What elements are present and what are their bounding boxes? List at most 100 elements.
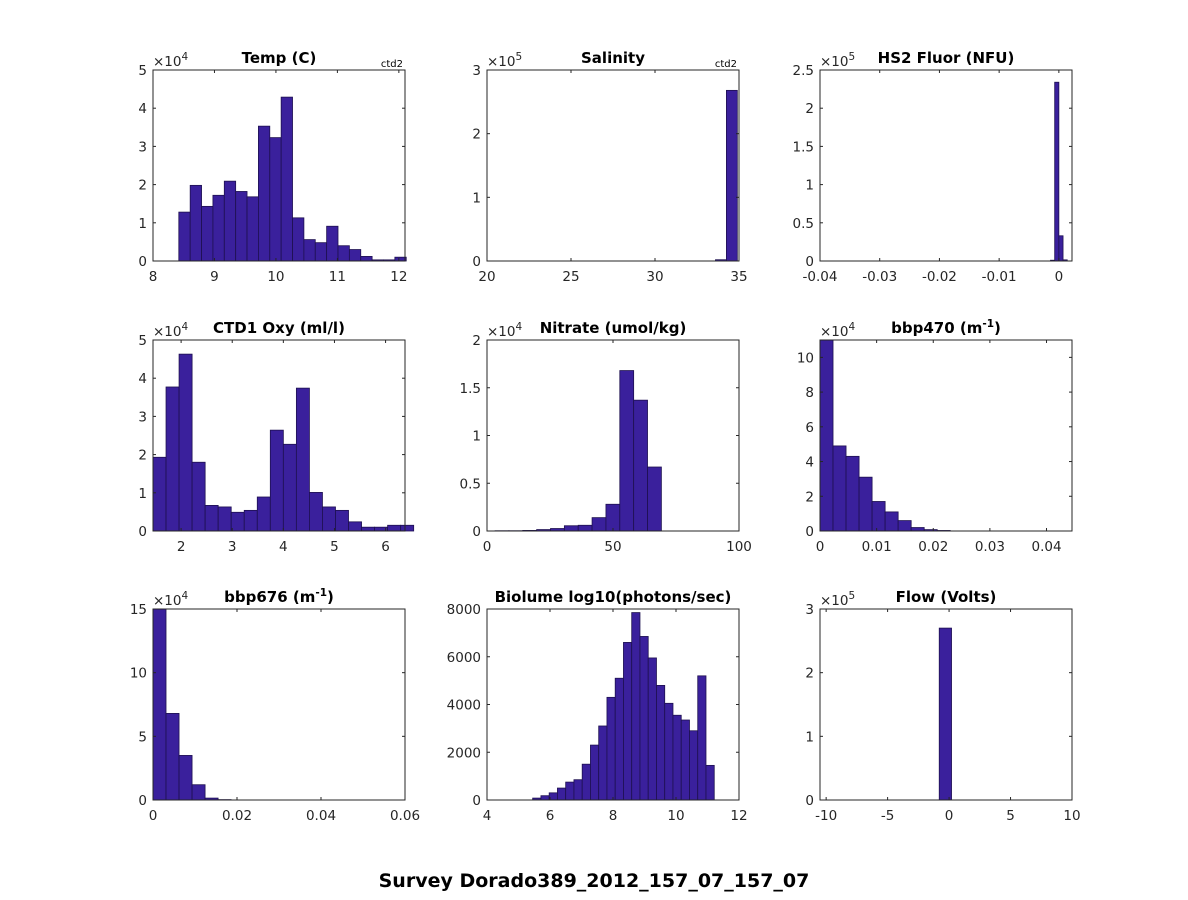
plot-area [487, 340, 739, 531]
histogram-bar [322, 506, 336, 532]
histogram-bar [672, 714, 682, 801]
x-tick-label: 10 [1063, 808, 1080, 824]
plot-area [820, 70, 1072, 261]
histogram-bar [387, 524, 402, 532]
histogram-bar [563, 525, 579, 532]
x-tick-label: 0 [1055, 269, 1064, 285]
y-tick-label: 1 [138, 216, 147, 232]
x-tick-label: -0.03 [862, 269, 897, 285]
x-tick-label: 0.06 [390, 808, 420, 824]
histogram-bar [165, 386, 180, 532]
histogram-bar [269, 137, 282, 262]
histogram-bar [303, 239, 316, 262]
y-tick-label: 1 [472, 190, 481, 206]
histogram-bar [697, 675, 707, 801]
subplot-title: bbp470 (m-1) [891, 318, 1001, 337]
x-tick-label: 4 [279, 539, 288, 555]
histogram-2: 20 25 30 35 0 1 2 3 ×105 Salinity ctd2 [472, 49, 747, 285]
y-tick-label: 0 [805, 793, 814, 809]
x-tick-label: 5 [1006, 808, 1015, 824]
axes-box [819, 69, 1073, 262]
y-tick-label: 2 [805, 666, 814, 682]
subplot-title: Salinity [581, 49, 645, 67]
x-tick-label: 12 [390, 269, 407, 285]
histogram-bar [230, 511, 245, 532]
histogram-bar [243, 509, 258, 532]
x-tick-label: 4 [483, 808, 492, 824]
histogram-bar [1054, 81, 1060, 262]
histogram-bar [623, 642, 633, 801]
histogram-bar [348, 249, 362, 262]
histogram-bar [212, 194, 225, 262]
y-tick-label: 5 [138, 63, 147, 79]
y-tick-label: 6000 [447, 650, 481, 666]
y-tick-label: 10 [797, 350, 814, 366]
histogram-bar [223, 180, 237, 262]
histogram-bar [235, 191, 248, 262]
histogram-bar [335, 509, 349, 532]
y-tick-label: 0 [805, 524, 814, 540]
figure-title: Survey Dorado389_2012_157_07_157_07 [378, 870, 810, 892]
histogram-bar [246, 196, 259, 262]
histogram-bar [605, 503, 621, 532]
y-tick-label: 3 [805, 602, 814, 618]
plot-area [487, 70, 739, 261]
y-tick-label: 2 [805, 101, 814, 117]
x-tick-label: -0.02 [922, 269, 957, 285]
y-exponent-label: ×104 [153, 321, 189, 340]
x-tick-label: 8 [609, 808, 618, 824]
x-tick-label: -5 [881, 808, 894, 824]
x-tick-label: 0.02 [222, 808, 252, 824]
histogram-bar [705, 764, 715, 801]
y-tick-label: 3 [138, 409, 147, 425]
histogram-bar [577, 524, 593, 532]
histogram-bar [191, 461, 206, 532]
subplot-title: Flow (Volts) [896, 588, 997, 606]
x-tick-label: 0.01 [862, 539, 892, 555]
y-tick-label: 8000 [447, 602, 481, 618]
histogram-bar [191, 784, 206, 801]
histogram-bar [292, 217, 305, 262]
y-tick-label: 3 [138, 139, 147, 155]
histogram-bar [897, 520, 912, 532]
histogram-bar [540, 795, 550, 801]
histogram-bar [871, 501, 886, 532]
histogram-bar [639, 636, 649, 801]
y-tick-label: 1 [472, 429, 481, 445]
histogram-bar [295, 387, 310, 532]
y-tick-label: 10 [130, 666, 147, 682]
histogram-bar [178, 353, 193, 532]
histogram-bar [314, 242, 328, 262]
plot-area [153, 609, 405, 800]
histogram-bar [591, 517, 607, 532]
histogram-bar [282, 443, 297, 532]
x-tick-label: 0.04 [306, 808, 336, 824]
subplot-title: Temp (C) [242, 49, 317, 67]
x-tick-label: 50 [604, 539, 621, 555]
histogram-bar [360, 256, 373, 262]
x-tick-label: 0 [149, 808, 158, 824]
histogram-bar [581, 763, 591, 801]
histogram-bar [590, 744, 600, 801]
subplot-note: ctd2 [381, 59, 403, 70]
x-tick-label: -10 [815, 808, 837, 824]
y-tick-label: 4000 [447, 698, 481, 714]
y-tick-label: 2 [138, 448, 147, 464]
histogram-bar [280, 96, 293, 262]
subplot-title: bbp676 (m-1) [224, 587, 334, 606]
y-tick-label: 1 [805, 729, 814, 745]
y-tick-label: 4 [805, 455, 814, 471]
histogram-bar [178, 755, 193, 801]
histogram-bar [326, 225, 339, 262]
x-tick-label: 20 [478, 269, 495, 285]
y-tick-label: 0 [805, 254, 814, 270]
y-tick-label: 2 [805, 489, 814, 505]
y-exponent-label: ×104 [153, 590, 189, 609]
y-tick-label: 0.5 [460, 476, 481, 492]
y-exponent-label: ×105 [820, 590, 855, 609]
histogram-bar [647, 466, 662, 532]
histogram-bar [189, 184, 202, 262]
y-tick-label: 0 [472, 524, 481, 540]
subplot-title: Biolume log10(photons/sec) [495, 588, 732, 606]
